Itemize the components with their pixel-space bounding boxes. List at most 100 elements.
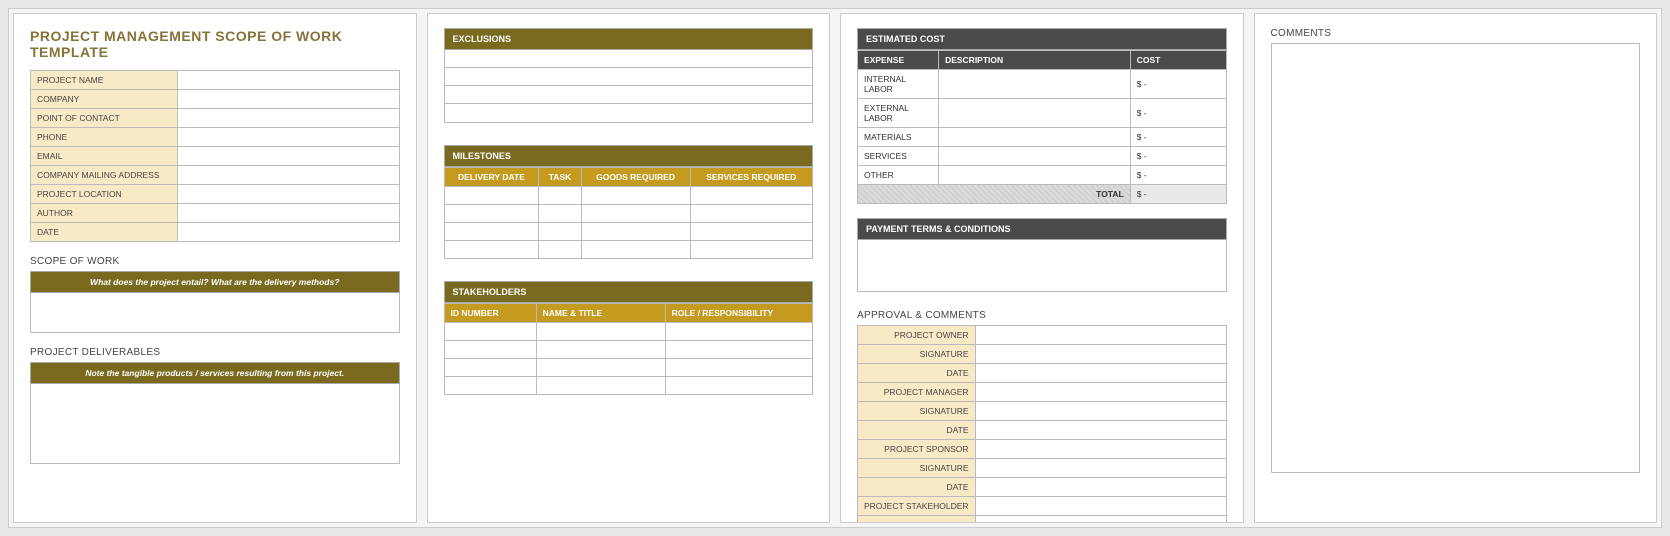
cell[interactable]: [444, 323, 536, 341]
exclusions-box: [444, 50, 814, 123]
info-label: PROJECT LOCATION: [31, 185, 178, 204]
cell[interactable]: [444, 205, 539, 223]
approval-table: PROJECT OWNER SIGNATURE DATE PROJECT MAN…: [857, 325, 1227, 523]
expense-label: MATERIALS: [858, 128, 939, 147]
approval-value[interactable]: [975, 383, 1226, 402]
expense-cost[interactable]: $ -: [1130, 128, 1226, 147]
approval-label: DATE: [858, 421, 976, 440]
cell[interactable]: [581, 241, 690, 259]
expense-label: EXTERNAL LABOR: [858, 99, 939, 128]
stakeholders-header: STAKEHOLDERS: [444, 281, 814, 303]
exclusion-row[interactable]: [445, 50, 813, 68]
cell[interactable]: [665, 359, 812, 377]
exclusion-row[interactable]: [445, 86, 813, 104]
approval-value[interactable]: [975, 440, 1226, 459]
cell[interactable]: [444, 341, 536, 359]
expense-desc[interactable]: [939, 70, 1131, 99]
cell[interactable]: [444, 359, 536, 377]
info-value[interactable]: [178, 71, 399, 90]
cell[interactable]: [444, 187, 539, 205]
approval-label: PROJECT STAKEHOLDER: [858, 497, 976, 516]
estimated-cost-table: EXPENSE DESCRIPTION COST INTERNAL LABOR$…: [857, 50, 1227, 204]
pages-canvas: PROJECT MANAGEMENT SCOPE OF WORK TEMPLAT…: [8, 8, 1662, 528]
info-label: POINT OF CONTACT: [31, 109, 178, 128]
approval-value[interactable]: [975, 326, 1226, 345]
info-value[interactable]: [178, 166, 399, 185]
cell[interactable]: [444, 223, 539, 241]
cell[interactable]: [581, 223, 690, 241]
exclusions-header: EXCLUSIONS: [444, 28, 814, 50]
milestones-col: GOODS REQUIRED: [581, 168, 690, 187]
cell[interactable]: [536, 359, 665, 377]
approval-label: PROJECT OWNER: [858, 326, 976, 345]
info-value[interactable]: [178, 109, 399, 128]
estcost-col: DESCRIPTION: [939, 51, 1131, 70]
cell[interactable]: [690, 223, 812, 241]
cell[interactable]: [690, 205, 812, 223]
expense-cost[interactable]: $ -: [1130, 70, 1226, 99]
info-value[interactable]: [178, 223, 399, 242]
stakeholders-table: ID NUMBER NAME & TITLE ROLE / RESPONSIBI…: [444, 303, 814, 395]
cell[interactable]: [690, 241, 812, 259]
info-value[interactable]: [178, 90, 399, 109]
approval-value[interactable]: [975, 345, 1226, 364]
info-value[interactable]: [178, 128, 399, 147]
approval-value[interactable]: [975, 459, 1226, 478]
info-value[interactable]: [178, 204, 399, 223]
cell[interactable]: [665, 341, 812, 359]
approval-value[interactable]: [975, 421, 1226, 440]
cell[interactable]: [539, 205, 581, 223]
cell[interactable]: [536, 377, 665, 395]
cell[interactable]: [690, 187, 812, 205]
stakeholders-col: ID NUMBER: [444, 304, 536, 323]
cell[interactable]: [536, 323, 665, 341]
approval-label: DATE: [858, 478, 976, 497]
comments-section-label: COMMENTS: [1271, 28, 1641, 39]
scope-textarea[interactable]: [30, 293, 400, 333]
cell[interactable]: [539, 241, 581, 259]
deliverables-section-label: PROJECT DELIVERABLES: [30, 347, 400, 358]
info-label: AUTHOR: [31, 204, 178, 223]
approval-value[interactable]: [975, 497, 1226, 516]
deliverables-textarea[interactable]: [30, 384, 400, 464]
exclusion-row[interactable]: [445, 104, 813, 122]
approval-section-label: APPROVAL & COMMENTS: [857, 310, 1227, 321]
comments-textarea[interactable]: [1271, 43, 1641, 473]
cell[interactable]: [665, 377, 812, 395]
expense-cost[interactable]: $ -: [1130, 147, 1226, 166]
cell[interactable]: [581, 187, 690, 205]
expense-desc[interactable]: [939, 128, 1131, 147]
approval-value[interactable]: [975, 516, 1226, 524]
expense-desc[interactable]: [939, 99, 1131, 128]
exclusion-row[interactable]: [445, 68, 813, 86]
page-3: ESTIMATED COST EXPENSE DESCRIPTION COST …: [840, 13, 1244, 523]
milestones-col: DELIVERY DATE: [444, 168, 539, 187]
stakeholders-col: ROLE / RESPONSIBILITY: [665, 304, 812, 323]
approval-label: SIGNATURE: [858, 459, 976, 478]
info-value[interactable]: [178, 147, 399, 166]
cell[interactable]: [665, 323, 812, 341]
cell[interactable]: [539, 223, 581, 241]
approval-value[interactable]: [975, 478, 1226, 497]
info-value[interactable]: [178, 185, 399, 204]
payment-terms-textarea[interactable]: [857, 240, 1227, 292]
milestones-table: DELIVERY DATE TASK GOODS REQUIRED SERVIC…: [444, 167, 814, 259]
cell[interactable]: [539, 187, 581, 205]
expense-desc[interactable]: [939, 147, 1131, 166]
expense-cost[interactable]: $ -: [1130, 99, 1226, 128]
project-info-table: PROJECT NAME COMPANY POINT OF CONTACT PH…: [30, 70, 400, 242]
page-2: EXCLUSIONS MILESTONES DELIVERY DATE TASK…: [427, 13, 831, 523]
expense-label: SERVICES: [858, 147, 939, 166]
cell[interactable]: [444, 241, 539, 259]
milestones-col: TASK: [539, 168, 581, 187]
info-label: PHONE: [31, 128, 178, 147]
info-label: EMAIL: [31, 147, 178, 166]
expense-cost[interactable]: $ -: [1130, 166, 1226, 185]
payment-terms-header: PAYMENT TERMS & CONDITIONS: [857, 218, 1227, 240]
cell[interactable]: [536, 341, 665, 359]
approval-value[interactable]: [975, 402, 1226, 421]
expense-desc[interactable]: [939, 166, 1131, 185]
cell[interactable]: [444, 377, 536, 395]
approval-value[interactable]: [975, 364, 1226, 383]
cell[interactable]: [581, 205, 690, 223]
